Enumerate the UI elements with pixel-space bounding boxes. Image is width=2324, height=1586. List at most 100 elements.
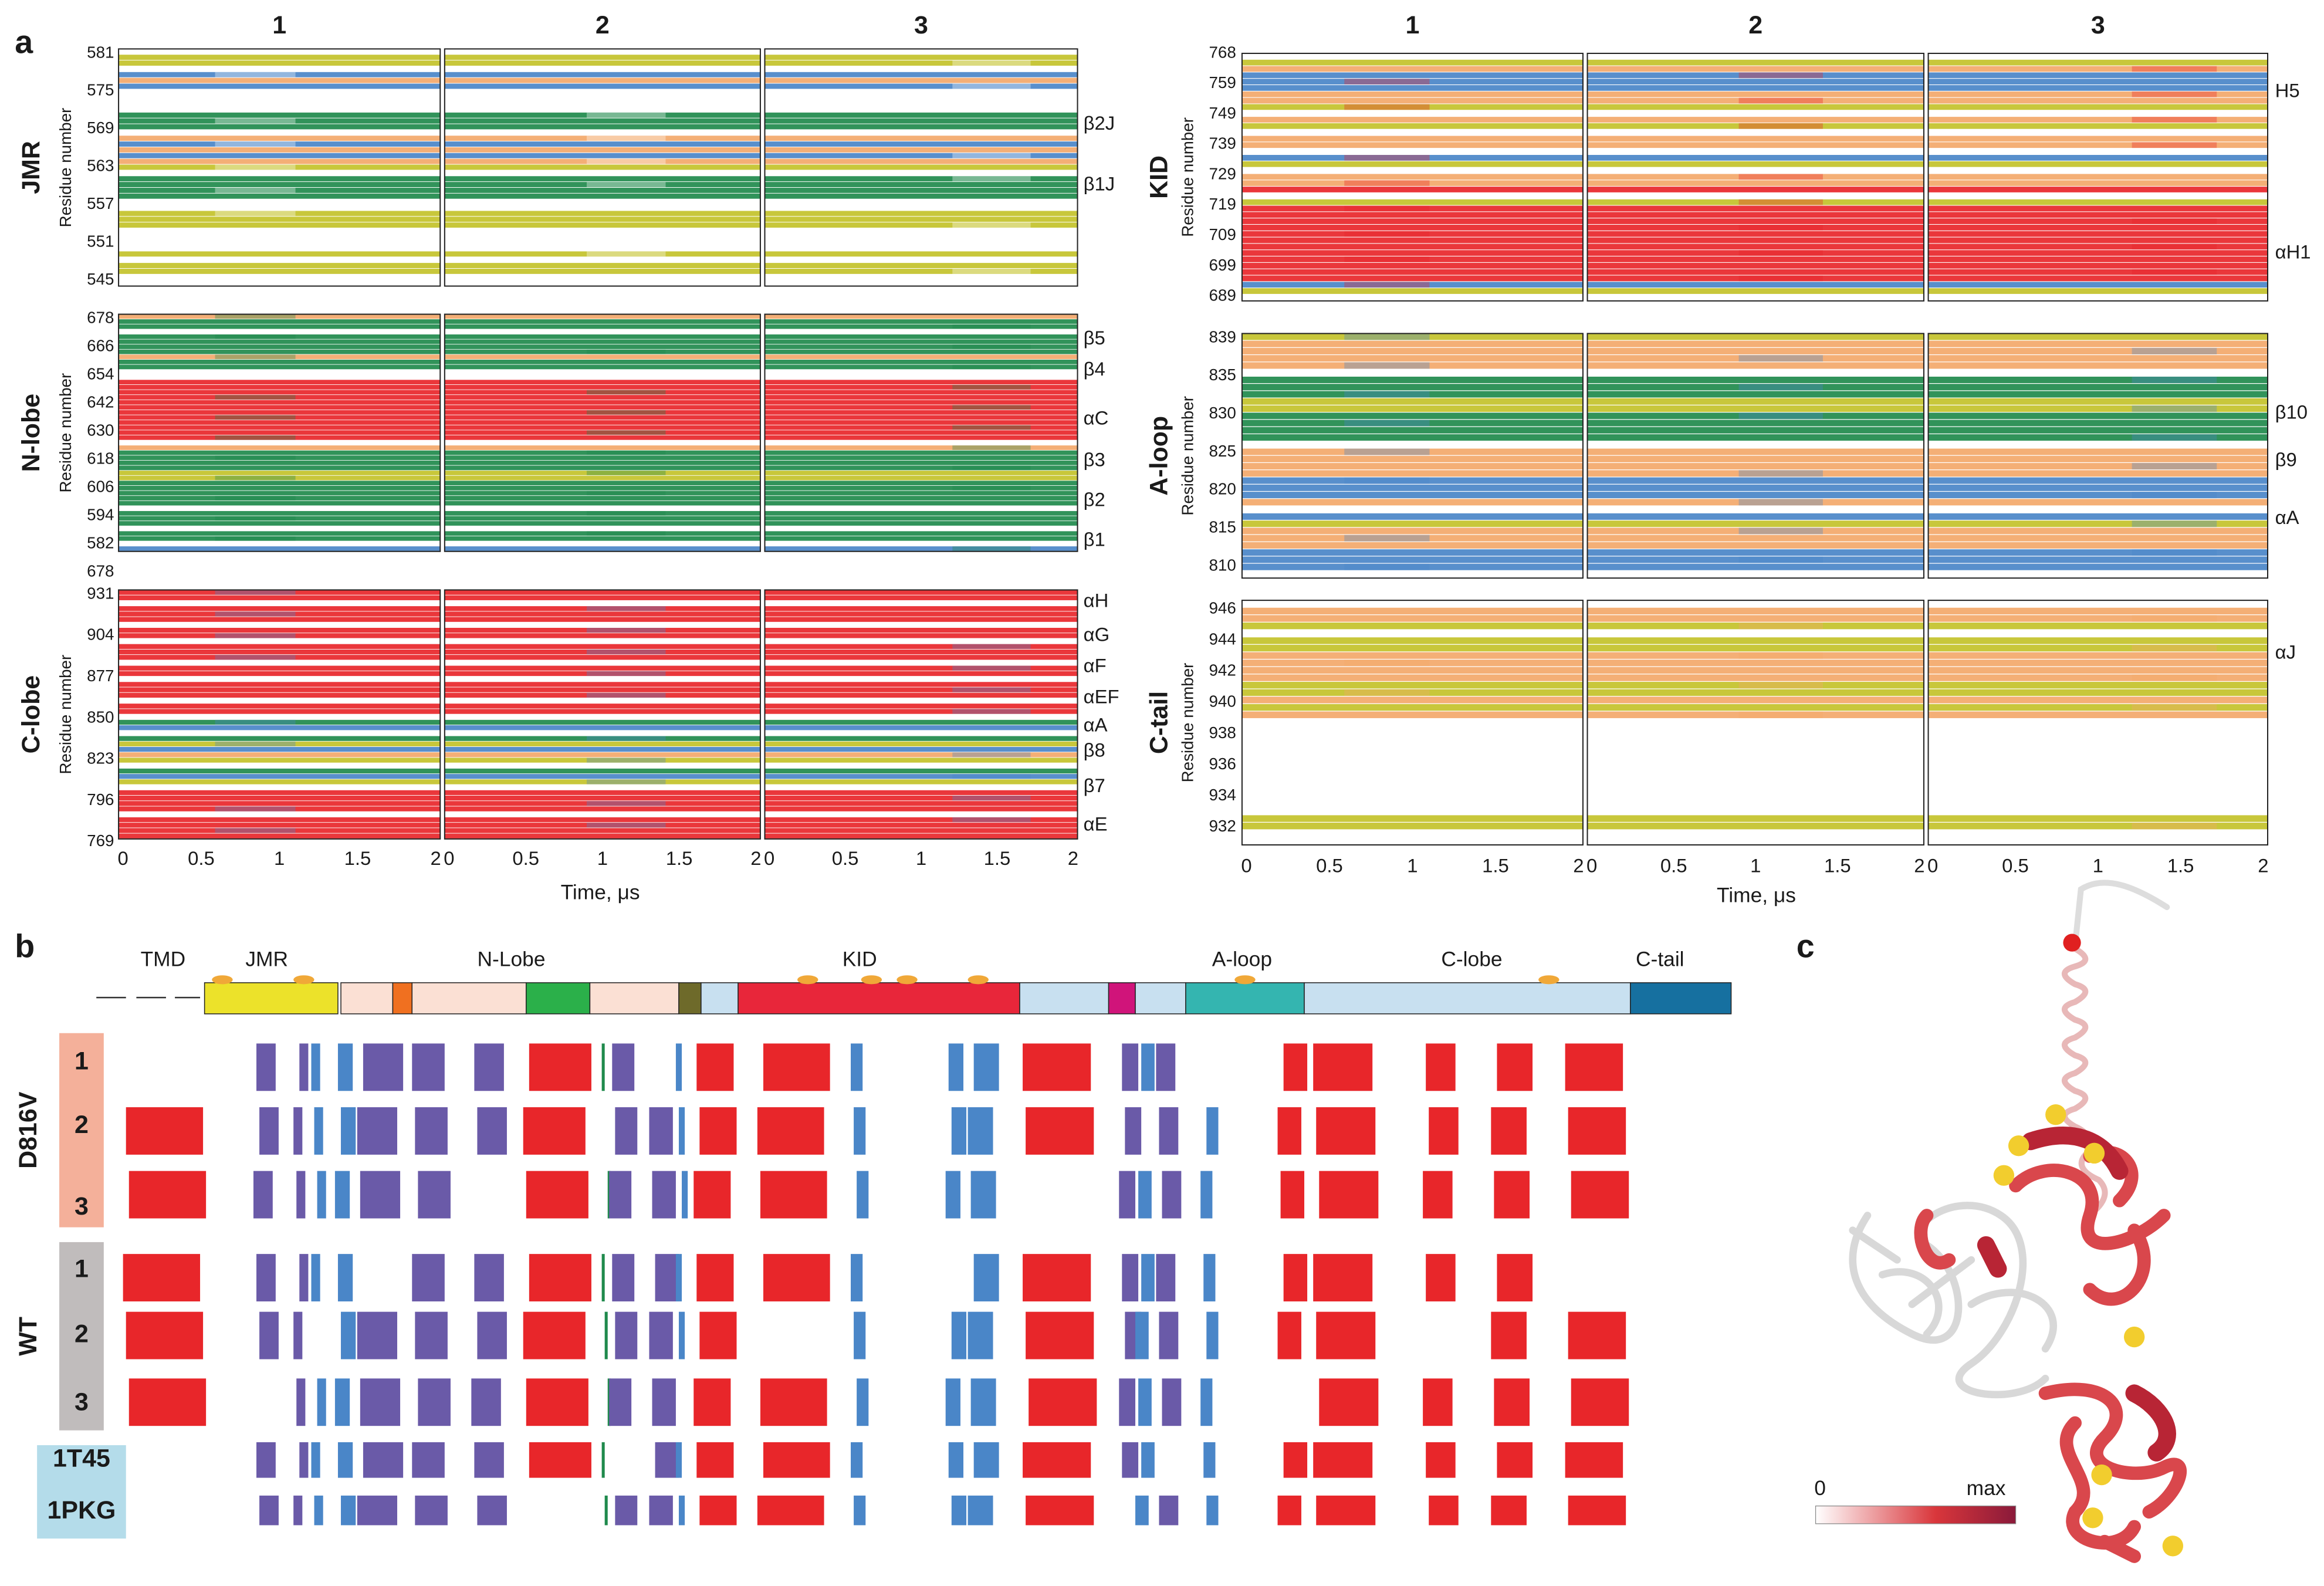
stripe [1242, 231, 1583, 237]
ss-segment [678, 1311, 685, 1360]
ss-segment [615, 1107, 638, 1155]
y-tick-label: 654 [87, 364, 114, 383]
stripe-noise [1738, 199, 1823, 205]
y-axis-label: Residue number [1178, 663, 1196, 783]
stripe [1587, 542, 1924, 549]
stripe [119, 595, 441, 600]
stripe [764, 182, 1078, 187]
run-label: 1 [75, 1047, 89, 1076]
stripe [1928, 212, 2268, 218]
stripe [119, 136, 441, 141]
stripe [1587, 59, 1924, 66]
stripe [764, 72, 1078, 77]
stripe [1928, 161, 2268, 167]
stripe [444, 251, 760, 257]
stripe-noise [952, 752, 1031, 758]
stripe [1928, 398, 2268, 405]
stripe [764, 682, 1078, 687]
stripe [444, 491, 760, 496]
stripe [119, 118, 441, 124]
stripe [1928, 815, 2268, 822]
stripe [119, 746, 441, 752]
stripe [1242, 212, 1583, 218]
stripe [444, 136, 760, 141]
stripe [1587, 527, 1924, 535]
ss-segment [415, 1107, 448, 1155]
stripe [444, 746, 760, 752]
y-tick-label: 759 [1209, 73, 1236, 92]
x-tick-label: 1.5 [666, 847, 693, 869]
structure-label: H5 [2275, 79, 2300, 101]
stripe-noise [215, 187, 296, 193]
stripe [764, 339, 1078, 344]
y-tick-label: 850 [87, 708, 114, 726]
stripe [1928, 174, 2268, 180]
ss-segment [1313, 1254, 1373, 1301]
stripe [1587, 391, 1924, 398]
ss-segment [1156, 1043, 1176, 1091]
ss-segment [675, 1254, 682, 1301]
stripe [119, 420, 441, 425]
stripe [1928, 123, 2268, 129]
stripe [1242, 637, 1583, 644]
stripe [764, 445, 1078, 450]
ss-segment [363, 1043, 404, 1091]
stripe [444, 521, 760, 526]
stripe [1928, 448, 2268, 455]
stripe [764, 590, 1078, 595]
stripe [119, 758, 441, 763]
ss-segment [1283, 1442, 1308, 1478]
stripe [119, 124, 441, 130]
stripe-noise [1344, 231, 1430, 237]
stripe [1587, 405, 1924, 412]
domain-segment [701, 982, 739, 1015]
stripe [1242, 711, 1583, 718]
stripe [764, 746, 1078, 752]
heatmap [118, 48, 441, 287]
stripe-noise [952, 796, 1031, 801]
stripe [1928, 262, 2268, 269]
stripe [764, 774, 1078, 779]
structure-label: β4 [1084, 358, 1105, 380]
site-marker [861, 975, 882, 985]
stripe [1587, 434, 1924, 441]
stripe [764, 359, 1078, 364]
ss-segment [1319, 1171, 1379, 1219]
stripe [119, 193, 441, 199]
stripe-noise [1344, 689, 1430, 696]
stripe [1242, 499, 1583, 506]
stripe [1242, 199, 1583, 205]
stripe [1928, 520, 2268, 527]
stripe-noise [215, 536, 296, 541]
stripe-noise [952, 364, 1031, 370]
stripe [444, 644, 760, 649]
stripe [119, 60, 441, 66]
stripe [119, 158, 441, 164]
y-tick-label: 839 [1209, 327, 1236, 346]
stripe [1242, 333, 1583, 340]
column-header: 1 [1405, 11, 1419, 39]
ss-segment [649, 1311, 673, 1360]
stripe-noise [586, 430, 666, 435]
structure-label: αA [1084, 713, 1108, 735]
ss-segment [1423, 1378, 1453, 1426]
stripe [119, 719, 441, 725]
stripe [1242, 815, 1583, 822]
y-tick-label: 904 [87, 625, 114, 644]
stripe [1928, 256, 2268, 262]
stripe [1242, 615, 1583, 622]
stripe [764, 334, 1078, 339]
stripe-noise [2132, 463, 2217, 470]
stripe-noise [2132, 405, 2217, 412]
stripe [1242, 347, 1583, 354]
stripe [119, 445, 441, 450]
domain-segment [392, 982, 413, 1015]
stripe [1587, 225, 1924, 231]
stripe [444, 55, 760, 60]
stripe [444, 420, 760, 425]
ss-segment [256, 1254, 276, 1301]
panel-label: a [15, 23, 33, 60]
domain-label: A-loop [1212, 948, 1272, 970]
stripe [119, 546, 441, 551]
